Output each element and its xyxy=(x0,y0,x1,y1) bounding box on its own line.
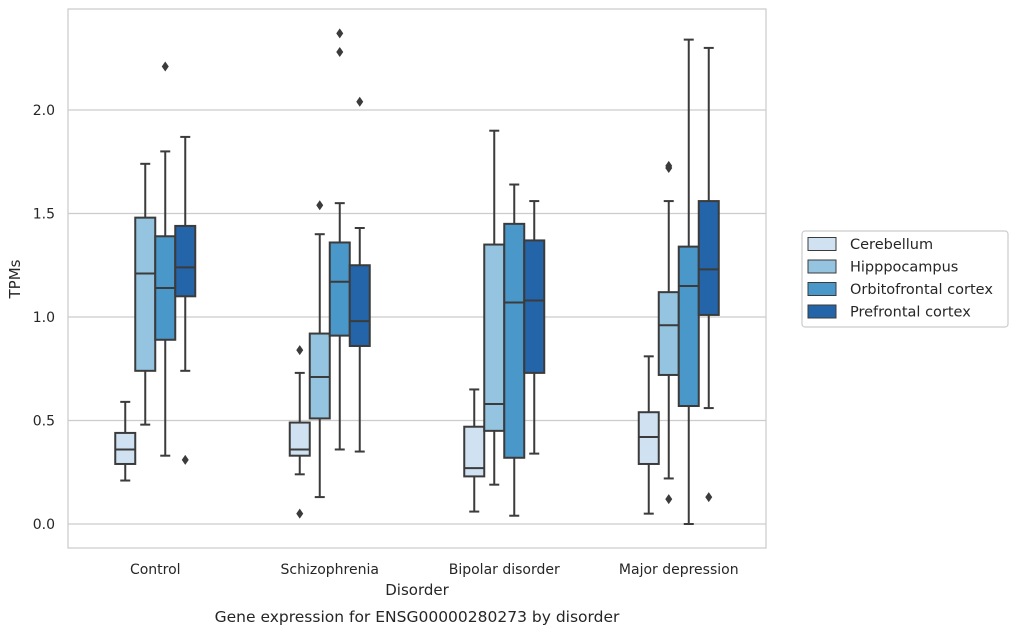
box-cerebellum xyxy=(637,355,660,515)
box-cerebellum xyxy=(463,388,486,513)
chart-caption: Gene expression for ENSG00000280273 by d… xyxy=(215,608,620,626)
box-body xyxy=(463,425,486,478)
legend-label: Prefrontal cortex xyxy=(850,305,971,321)
box-body xyxy=(677,245,700,408)
box-orbitofrontal-cortex xyxy=(328,28,351,451)
box-body xyxy=(308,332,331,420)
box-body xyxy=(503,222,526,459)
legend-label: Orbitofrontal cortex xyxy=(850,282,993,298)
y-tick-label: 0.5 xyxy=(33,414,55,430)
legend: Cerebellum Hipppocampus Orbitofrontal cort… xyxy=(801,230,1009,328)
legend-item: Cerebellum xyxy=(807,237,933,253)
box-body xyxy=(174,224,197,298)
box-hipppocampus xyxy=(483,129,506,486)
y-tick-label: 0.0 xyxy=(33,517,55,533)
box-body xyxy=(637,411,660,465)
legend-swatch xyxy=(807,259,837,274)
box-body xyxy=(114,431,137,465)
legend-label: Cerebellum xyxy=(850,237,933,253)
x-tick-labels: Control Schizophrenia Bipolar disorder Majo… xyxy=(130,562,739,578)
box-body xyxy=(348,264,371,347)
x-tick-label: Major depression xyxy=(619,562,739,578)
x-tick-label: Control xyxy=(130,562,181,578)
box-cerebellum xyxy=(288,345,311,519)
y-axis-label: TPMs xyxy=(6,259,24,299)
y-tick-label: 1.0 xyxy=(33,310,55,326)
outlier-point xyxy=(665,160,673,171)
box-body xyxy=(697,200,720,316)
y-tick-labels: 0.0 0.5 1.0 1.5 2.0 xyxy=(33,103,55,533)
outlier-point xyxy=(316,200,324,211)
legend-swatch xyxy=(807,304,837,319)
y-tick-label: 2.0 xyxy=(33,103,55,119)
legend-item: Orbitofrontal cortex xyxy=(807,282,993,298)
x-tick-label: Schizophrenia xyxy=(281,562,379,578)
x-axis-label: Disorder xyxy=(385,581,449,599)
x-tick-label: Bipolar disorder xyxy=(449,562,560,578)
boxes-layer xyxy=(114,28,720,525)
box-cerebellum xyxy=(114,400,137,482)
outlier-point xyxy=(181,454,189,465)
legend-swatch xyxy=(807,237,837,251)
outlier-point xyxy=(296,508,304,519)
box-orbitofrontal-cortex xyxy=(677,38,700,525)
y-tick-label: 1.5 xyxy=(33,207,55,223)
box-body xyxy=(288,421,311,457)
box-prefrontal-cortex xyxy=(348,96,371,453)
outlier-point xyxy=(161,61,169,72)
box-prefrontal-cortex xyxy=(174,135,197,465)
box-body xyxy=(523,239,546,374)
box-body xyxy=(483,243,506,432)
outlier-point xyxy=(336,28,344,39)
plot-frame xyxy=(67,8,767,549)
outlier-point xyxy=(705,492,713,503)
legend-label: Hipppocampus xyxy=(850,260,958,276)
box-body xyxy=(328,241,351,337)
outlier-point xyxy=(665,494,673,505)
box-hipppocampus xyxy=(308,200,331,499)
outlier-point xyxy=(336,47,344,58)
box-body xyxy=(657,291,680,376)
outlier-point xyxy=(356,96,364,107)
legend-item: Hipppocampus xyxy=(807,259,958,276)
outlier-point xyxy=(296,345,304,356)
legend-item: Prefrontal cortex xyxy=(807,304,971,321)
legend-swatch xyxy=(807,282,837,296)
legend-frame xyxy=(801,230,1009,328)
box-prefrontal-cortex xyxy=(697,46,720,503)
box-prefrontal-cortex xyxy=(523,200,546,455)
box-body xyxy=(134,216,157,372)
box-hipppocampus xyxy=(134,162,157,426)
